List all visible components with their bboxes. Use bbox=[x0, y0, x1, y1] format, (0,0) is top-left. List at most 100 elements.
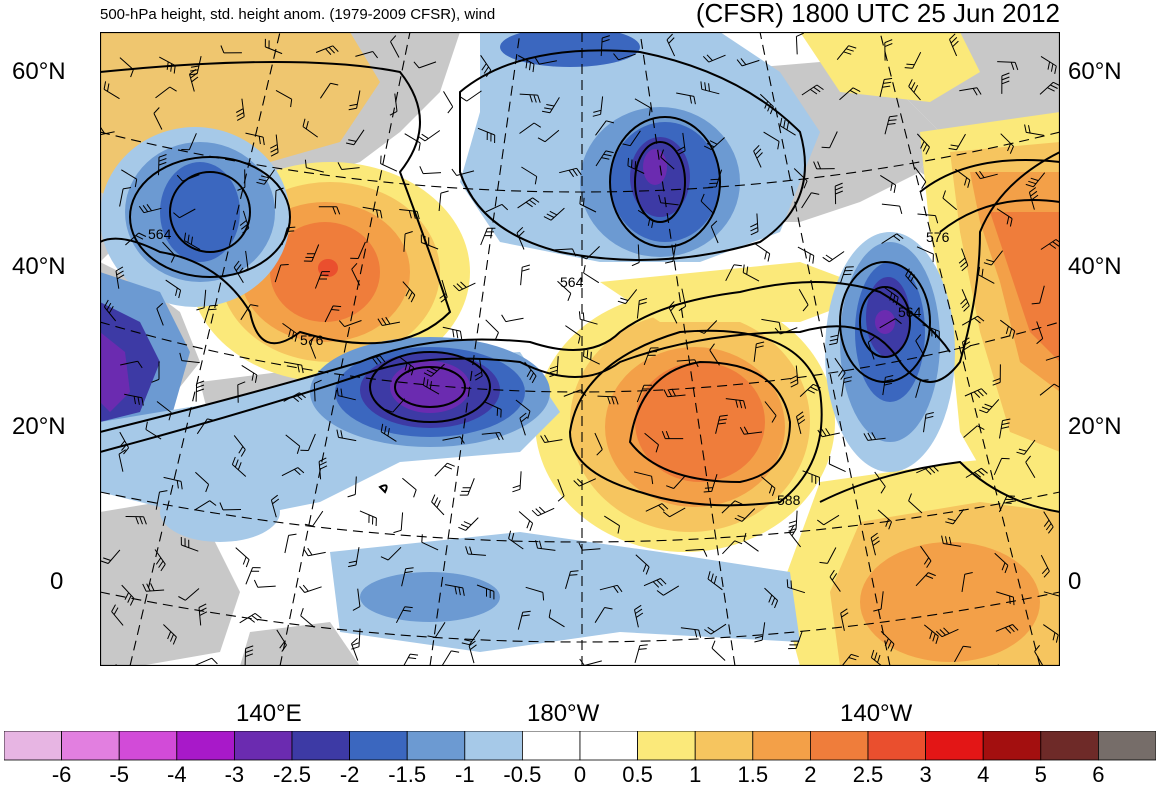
wind-barb bbox=[518, 511, 534, 531]
wind-barb bbox=[915, 334, 926, 357]
lat-label-right: 60°N bbox=[1068, 58, 1122, 85]
wind-barb bbox=[138, 204, 162, 214]
wind-barb bbox=[702, 54, 726, 63]
wind-barb bbox=[613, 53, 636, 61]
wind-barb bbox=[156, 302, 164, 326]
contour-label: 564 bbox=[898, 304, 922, 320]
anomaly-shading bbox=[100, 32, 1060, 666]
wind-barb bbox=[753, 341, 765, 362]
wind-barb bbox=[662, 507, 686, 518]
wind-barb bbox=[1040, 554, 1050, 578]
wind-barb bbox=[867, 336, 875, 360]
wind-barb bbox=[1039, 81, 1060, 95]
wind-barb bbox=[801, 192, 820, 209]
wind-barb bbox=[759, 93, 774, 115]
wind-barb bbox=[579, 658, 602, 666]
wind-barb bbox=[666, 474, 687, 489]
wind-barb bbox=[877, 509, 892, 530]
wind-barb bbox=[189, 69, 199, 92]
wind-barb bbox=[1043, 624, 1059, 643]
wind-barb bbox=[442, 326, 463, 340]
wind-barb bbox=[283, 392, 306, 402]
wind-barb bbox=[627, 157, 645, 174]
wind-barb bbox=[963, 425, 985, 438]
wind-barb bbox=[434, 462, 455, 477]
wind-barb bbox=[336, 429, 357, 442]
wind-barb bbox=[565, 570, 579, 589]
wind-barb bbox=[196, 418, 216, 435]
wind-barb bbox=[788, 510, 798, 532]
wind-barb bbox=[302, 118, 318, 138]
colorbar bbox=[4, 731, 1156, 761]
colorbar-swatch bbox=[925, 731, 984, 761]
wind-barb bbox=[916, 133, 930, 155]
wind-barb bbox=[997, 61, 1019, 71]
wind-barb bbox=[954, 645, 972, 663]
wind-barb bbox=[145, 421, 162, 440]
wind-barb bbox=[634, 98, 651, 116]
wind-barb bbox=[916, 465, 939, 475]
wind-barb bbox=[617, 289, 638, 305]
wind-barb bbox=[418, 130, 441, 142]
wind-barb bbox=[881, 203, 903, 215]
wind-barb bbox=[270, 494, 280, 518]
wind-barb bbox=[300, 608, 315, 628]
wind-barb bbox=[1040, 55, 1057, 74]
wind-barb bbox=[661, 431, 684, 440]
wind-barb bbox=[314, 271, 330, 289]
wind-barb bbox=[517, 610, 531, 630]
wind-barb bbox=[948, 133, 966, 151]
colorbar-swatch bbox=[1040, 731, 1099, 761]
wind-barb bbox=[983, 250, 1003, 266]
wind-barb bbox=[362, 355, 386, 365]
wind-barb bbox=[935, 627, 959, 638]
map-frame bbox=[100, 32, 1060, 666]
wind-barb bbox=[955, 168, 971, 188]
wind-barb bbox=[813, 161, 835, 170]
wind-barb bbox=[663, 388, 686, 398]
lat-label-right: 40°N bbox=[1068, 253, 1122, 280]
wind-barb bbox=[519, 412, 528, 436]
lat-label-left: 40°N bbox=[12, 253, 66, 280]
wind-barb bbox=[840, 608, 849, 631]
wind-barb bbox=[517, 197, 540, 209]
wind-barb bbox=[643, 347, 659, 366]
wind-barb bbox=[525, 586, 545, 601]
wind-barb bbox=[703, 474, 718, 493]
colorbar-swatch bbox=[982, 731, 1042, 761]
wind-barb bbox=[274, 264, 289, 283]
wind-barb bbox=[438, 190, 449, 212]
wind-barb bbox=[578, 542, 601, 551]
wind-barb bbox=[441, 650, 460, 666]
wind-barb bbox=[413, 61, 437, 69]
wind-barb bbox=[742, 264, 760, 282]
wind-barb bbox=[923, 624, 939, 644]
colorbar-swatch bbox=[349, 731, 408, 761]
colorbar-swatch bbox=[579, 731, 638, 761]
contour-labels: 564 576 564 564 576 588 bbox=[148, 226, 950, 508]
wind-barb bbox=[422, 377, 440, 395]
wind-barb bbox=[303, 244, 320, 262]
wind-barb bbox=[549, 356, 559, 378]
wind-barb bbox=[1024, 124, 1044, 136]
wind-barb bbox=[754, 622, 766, 643]
wind-barb bbox=[995, 624, 1019, 634]
wind-barb bbox=[1001, 72, 1010, 94]
wind-barb bbox=[284, 533, 297, 554]
wind-barb bbox=[839, 87, 861, 101]
wind-barb bbox=[996, 208, 1013, 227]
wind-barb bbox=[285, 434, 301, 454]
wind-barb bbox=[480, 227, 496, 246]
wind-barb bbox=[459, 90, 482, 102]
wind-barb bbox=[565, 325, 581, 344]
wind-barb bbox=[318, 457, 328, 480]
wind-barb bbox=[380, 546, 402, 561]
wind-barb bbox=[421, 534, 439, 551]
wind-barb bbox=[923, 412, 934, 433]
wind-barb bbox=[1031, 285, 1045, 305]
wind-barb bbox=[461, 629, 481, 646]
wind-barb bbox=[542, 97, 560, 114]
contour-label: 564 bbox=[560, 274, 584, 290]
wind-barb bbox=[739, 426, 763, 435]
wind-barb bbox=[722, 540, 743, 555]
